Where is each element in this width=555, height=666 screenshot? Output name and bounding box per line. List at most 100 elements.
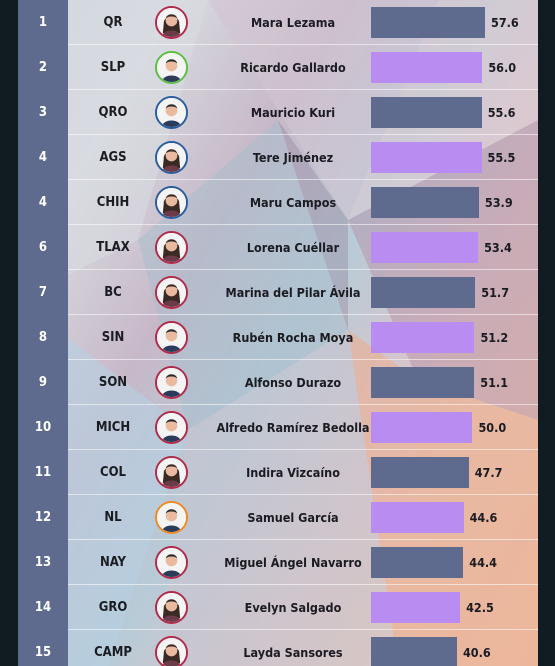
avatar-woman-icon xyxy=(155,276,188,309)
rank-number: 14 xyxy=(18,585,68,630)
avatar-man-icon xyxy=(155,51,188,84)
table-row: 4 CHIH Maru Campos 53.9 xyxy=(18,180,538,225)
avatar-man-icon xyxy=(155,366,188,399)
table-row: 13 NAY Miguel Ángel Navarro 44.4 xyxy=(18,540,538,585)
ranking-board: 1 QR Mara Lezama 57.6 2 SLP Ricardo Gallardo… xyxy=(18,0,538,666)
rank-number: 13 xyxy=(18,540,68,585)
approval-value: 51.1 xyxy=(480,375,509,390)
rank-number: 6 xyxy=(18,225,68,270)
rank-number: 3 xyxy=(18,90,68,135)
approval-bar xyxy=(371,7,485,38)
approval-value: 50.0 xyxy=(478,420,507,435)
avatar-woman-icon xyxy=(155,591,188,624)
approval-value: 55.5 xyxy=(487,150,516,165)
approval-value: 44.4 xyxy=(469,555,497,570)
approval-bar xyxy=(371,637,457,666)
approval-value: 42.5 xyxy=(466,600,494,615)
avatar-woman-icon xyxy=(155,231,188,264)
approval-value: 53.4 xyxy=(484,240,512,255)
avatar-woman-icon xyxy=(155,456,188,489)
state-code: QRO xyxy=(98,105,128,120)
rank-number: 4 xyxy=(18,135,68,180)
governor-name: Lorena Cuéllar xyxy=(246,240,340,255)
rank-number: 4 xyxy=(18,180,68,225)
rank-number: 15 xyxy=(18,630,68,666)
approval-value: 56.0 xyxy=(488,60,517,75)
table-row: 1 QR Mara Lezama 57.6 xyxy=(18,0,538,45)
governor-name: Alfonso Durazo xyxy=(244,375,342,390)
governor-name: Samuel García xyxy=(247,510,339,525)
governor-name: Maru Campos xyxy=(249,195,337,210)
approval-value: 51.2 xyxy=(480,330,509,345)
governor-name: Ricardo Gallardo xyxy=(240,60,346,75)
approval-value: 40.6 xyxy=(462,645,491,660)
avatar-woman-icon xyxy=(155,636,188,666)
approval-bar xyxy=(371,187,479,218)
approval-value: 53.9 xyxy=(484,195,513,210)
governor-name: Tere Jiménez xyxy=(252,150,334,165)
avatar-woman-icon xyxy=(155,141,188,174)
governor-name: Mara Lezama xyxy=(250,15,336,30)
state-code: MICH xyxy=(95,420,131,435)
state-code: SLP xyxy=(100,60,126,75)
approval-bar xyxy=(371,457,469,488)
governor-name: Miguel Ángel Navarro xyxy=(224,555,362,570)
state-code: AGS xyxy=(99,150,127,165)
approval-value: 57.6 xyxy=(491,15,519,30)
governor-name: Indira Vizcaíno xyxy=(246,465,340,480)
avatar-man-icon xyxy=(155,501,188,534)
rank-number: 8 xyxy=(18,315,68,360)
approval-bar xyxy=(371,277,476,308)
state-code: CAMP xyxy=(94,645,132,660)
table-row: 10 MICH Alfredo Ramírez Bedolla 50.0 xyxy=(18,405,538,450)
state-code: NAY xyxy=(99,555,127,570)
state-code: TLAX xyxy=(96,240,130,255)
table-row: 7 BC Marina del Pilar Ávila 51.7 xyxy=(18,270,538,315)
approval-value: 44.6 xyxy=(469,510,498,525)
rank-number: 11 xyxy=(18,450,68,495)
table-row: 3 QRO Mauricio Kuri 55.6 xyxy=(18,90,538,135)
approval-value: 47.7 xyxy=(474,465,503,480)
approval-bar xyxy=(371,52,483,83)
governor-name: Rubén Rocha Moya xyxy=(232,330,354,345)
approval-value: 51.7 xyxy=(481,285,510,300)
state-code: SON xyxy=(98,375,128,390)
state-code: SIN xyxy=(101,330,125,345)
avatar-woman-icon xyxy=(155,6,188,39)
approval-bar xyxy=(371,322,475,353)
table-row: 9 SON Alfonso Durazo 51.1 xyxy=(18,360,538,405)
governor-name: Layda Sansores xyxy=(243,645,343,660)
rank-number: 10 xyxy=(18,405,68,450)
governor-name: Marina del Pilar Ávila xyxy=(225,285,361,300)
avatar-man-icon xyxy=(155,411,188,444)
table-row: 4 AGS Tere Jiménez 55.5 xyxy=(18,135,538,180)
approval-bar xyxy=(371,502,464,533)
state-code: GRO xyxy=(98,600,128,615)
governor-name: Mauricio Kuri xyxy=(250,105,336,120)
state-code: CHIH xyxy=(96,195,130,210)
table-row: 6 TLAX Lorena Cuéllar 53.4 xyxy=(18,225,538,270)
state-code: QR xyxy=(103,15,123,30)
approval-bar xyxy=(371,547,464,578)
approval-bar xyxy=(371,232,479,263)
avatar-woman-icon xyxy=(155,186,188,219)
approval-bar xyxy=(371,97,482,128)
state-code: NL xyxy=(104,510,122,525)
table-row: 8 SIN Rubén Rocha Moya 51.2 xyxy=(18,315,538,360)
rank-number: 2 xyxy=(18,45,68,90)
table-row: 15 CAMP Layda Sansores 40.6 xyxy=(18,630,538,666)
rank-number: 1 xyxy=(18,0,68,45)
table-row: 2 SLP Ricardo Gallardo 56.0 xyxy=(18,45,538,90)
state-code: COL xyxy=(100,465,126,480)
table-row: 12 NL Samuel García 44.6 xyxy=(18,495,538,540)
table-row: 14 GRO Evelyn Salgado 42.5 xyxy=(18,585,538,630)
state-code: BC xyxy=(104,285,122,300)
approval-bar xyxy=(371,592,461,623)
rank-number: 12 xyxy=(18,495,68,540)
avatar-man-icon xyxy=(155,321,188,354)
avatar-man-icon xyxy=(155,96,188,129)
approval-bar xyxy=(371,412,473,443)
approval-bar xyxy=(371,142,482,173)
approval-bar xyxy=(371,367,475,398)
table-row: 11 COL Indira Vizcaíno 47.7 xyxy=(18,450,538,495)
